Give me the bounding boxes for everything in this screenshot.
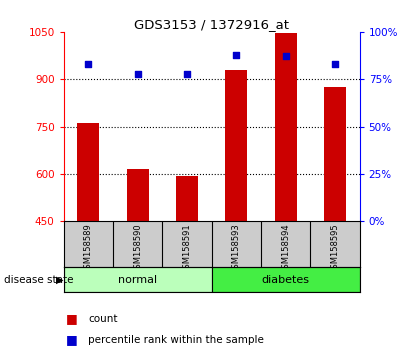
- Bar: [225, 70, 247, 221]
- Bar: [324, 87, 346, 221]
- Bar: [212, 267, 360, 292]
- Point: [332, 61, 338, 67]
- Bar: [77, 123, 99, 221]
- Bar: [127, 170, 149, 221]
- Bar: [64, 267, 212, 292]
- Text: normal: normal: [118, 275, 157, 285]
- Text: percentile rank within the sample: percentile rank within the sample: [88, 335, 264, 345]
- Text: ▶: ▶: [56, 275, 63, 285]
- Point: [134, 71, 141, 76]
- Point: [282, 54, 289, 59]
- Bar: [275, 33, 297, 221]
- Text: GSM158589: GSM158589: [84, 224, 93, 274]
- Point: [85, 61, 92, 67]
- Text: ■: ■: [66, 312, 78, 325]
- Text: GSM158594: GSM158594: [281, 224, 290, 274]
- Point: [233, 52, 240, 57]
- Text: GSM158595: GSM158595: [330, 224, 339, 274]
- Text: ■: ■: [66, 333, 78, 346]
- Bar: [176, 176, 198, 221]
- Text: GSM158590: GSM158590: [133, 224, 142, 274]
- Text: disease state: disease state: [4, 275, 74, 285]
- Text: count: count: [88, 314, 118, 324]
- Title: GDS3153 / 1372916_at: GDS3153 / 1372916_at: [134, 18, 289, 31]
- Text: GSM158591: GSM158591: [182, 224, 192, 274]
- Point: [184, 71, 190, 76]
- Text: GSM158593: GSM158593: [232, 224, 241, 274]
- Text: diabetes: diabetes: [262, 275, 309, 285]
